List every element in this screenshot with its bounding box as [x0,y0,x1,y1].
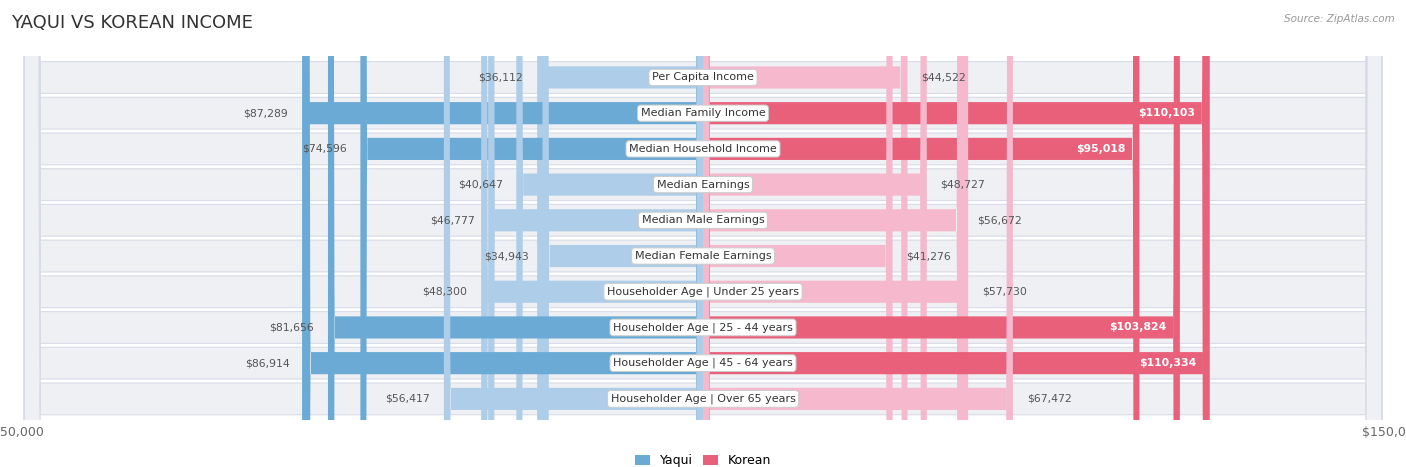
Text: Median Household Income: Median Household Income [628,144,778,154]
FancyBboxPatch shape [703,0,1209,467]
FancyBboxPatch shape [24,0,1382,467]
Text: Median Male Earnings: Median Male Earnings [641,215,765,225]
Text: $56,672: $56,672 [977,215,1022,225]
FancyBboxPatch shape [481,0,703,467]
Text: Source: ZipAtlas.com: Source: ZipAtlas.com [1284,14,1395,24]
FancyBboxPatch shape [360,0,703,467]
Text: $56,417: $56,417 [385,394,430,404]
Text: Median Female Earnings: Median Female Earnings [634,251,772,261]
Text: $41,276: $41,276 [907,251,950,261]
FancyBboxPatch shape [444,0,703,467]
FancyBboxPatch shape [488,0,703,467]
Text: $46,777: $46,777 [430,215,474,225]
FancyBboxPatch shape [703,0,1012,467]
FancyBboxPatch shape [516,0,703,467]
Text: $87,289: $87,289 [243,108,288,118]
Text: $44,522: $44,522 [921,72,966,83]
Text: Householder Age | 25 - 44 years: Householder Age | 25 - 44 years [613,322,793,333]
FancyBboxPatch shape [703,0,927,467]
Legend: Yaqui, Korean: Yaqui, Korean [630,449,776,467]
FancyBboxPatch shape [24,0,1382,467]
Text: $81,656: $81,656 [270,322,314,333]
Text: Householder Age | Over 65 years: Householder Age | Over 65 years [610,394,796,404]
FancyBboxPatch shape [703,0,1139,467]
FancyBboxPatch shape [537,0,703,467]
FancyBboxPatch shape [302,0,703,467]
FancyBboxPatch shape [24,0,1382,467]
Text: Householder Age | Under 25 years: Householder Age | Under 25 years [607,286,799,297]
FancyBboxPatch shape [703,0,969,467]
Text: $110,334: $110,334 [1139,358,1197,368]
Text: $57,730: $57,730 [981,287,1026,297]
Text: Per Capita Income: Per Capita Income [652,72,754,83]
Text: $40,647: $40,647 [458,180,502,190]
Text: $110,103: $110,103 [1137,108,1195,118]
FancyBboxPatch shape [24,0,1382,467]
FancyBboxPatch shape [328,0,703,467]
FancyBboxPatch shape [24,0,1382,467]
FancyBboxPatch shape [703,0,893,467]
FancyBboxPatch shape [24,0,1382,467]
Text: $74,596: $74,596 [302,144,347,154]
FancyBboxPatch shape [703,0,1209,467]
FancyBboxPatch shape [24,0,1382,467]
Text: $34,943: $34,943 [484,251,529,261]
FancyBboxPatch shape [24,0,1382,467]
Text: Median Family Income: Median Family Income [641,108,765,118]
Text: $48,300: $48,300 [422,287,467,297]
Text: Median Earnings: Median Earnings [657,180,749,190]
Text: Householder Age | 45 - 64 years: Householder Age | 45 - 64 years [613,358,793,368]
FancyBboxPatch shape [703,0,963,467]
FancyBboxPatch shape [543,0,703,467]
FancyBboxPatch shape [703,0,1180,467]
FancyBboxPatch shape [24,0,1382,467]
Text: $86,914: $86,914 [245,358,290,368]
Text: $103,824: $103,824 [1109,322,1166,333]
Text: $67,472: $67,472 [1026,394,1071,404]
FancyBboxPatch shape [304,0,703,467]
Text: YAQUI VS KOREAN INCOME: YAQUI VS KOREAN INCOME [11,14,253,32]
Text: $95,018: $95,018 [1076,144,1126,154]
FancyBboxPatch shape [24,0,1382,467]
FancyBboxPatch shape [703,0,907,467]
Text: $48,727: $48,727 [941,180,986,190]
Text: $36,112: $36,112 [478,72,523,83]
